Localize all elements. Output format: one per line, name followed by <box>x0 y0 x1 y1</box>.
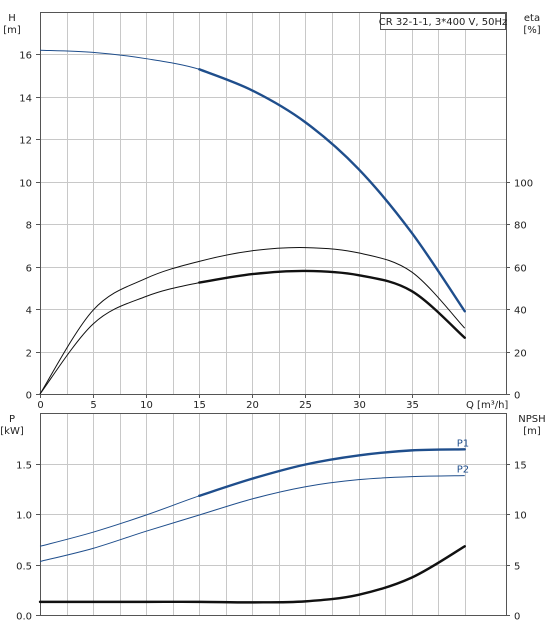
left-tick-label: 0.5 <box>16 562 32 573</box>
p2-curve <box>39 475 465 562</box>
power-npsh-panel: 0.0 0.5 1.0 1.5 0 5 10 15 P[kW] NPSH[m] P1 P2 <box>0 413 546 623</box>
pump-info-box <box>380 13 506 30</box>
left-tick-label: 4 <box>26 306 32 317</box>
left-tick-label: 8 <box>26 221 32 232</box>
x-tick-label: 15 <box>193 400 206 411</box>
series-label-p1: P1 <box>457 438 469 449</box>
x-tick-label: 0 <box>37 400 43 411</box>
left-tick-label: 14 <box>19 94 32 105</box>
series-label-p2: P2 <box>457 465 469 476</box>
x-tick-label: 30 <box>353 400 366 411</box>
right-tick-label: 15 <box>514 461 527 472</box>
right-tick-label: 40 <box>514 306 527 317</box>
left-axis-label: H <box>8 13 16 24</box>
x-tick-label: 10 <box>140 400 153 411</box>
x-tick-label: 35 <box>406 400 419 411</box>
plot-frame <box>40 12 507 395</box>
pump-info-text: CR 32-1-1, 3*400 V, 50Hz <box>379 17 507 28</box>
series-2-curve <box>39 247 466 395</box>
series-3-operating-range <box>38 545 466 604</box>
right-tick-label: 20 <box>514 349 527 360</box>
right-axis-unit: [%] <box>523 25 540 36</box>
left-tick-label: 0 <box>26 391 32 402</box>
right-tick-label: 80 <box>514 221 527 232</box>
left-tick-label: 2 <box>26 349 32 360</box>
left-axis-unit: [m] <box>3 25 21 36</box>
left-tick-label: 10 <box>19 179 32 190</box>
left-tick-label: 16 <box>19 51 32 62</box>
right-tick-label: 100 <box>514 179 533 190</box>
left-tick-label: 12 <box>19 136 32 147</box>
series-3-operating-range <box>198 269 466 339</box>
right-tick-label: 0 <box>514 612 520 623</box>
left-tick-label: 0.0 <box>16 612 32 623</box>
head-efficiency-panel: 0 2 4 6 8 10 12 14 16 0 20 40 60 80 100 0 5 10 15 20 25 30 35 Q… <box>3 12 541 411</box>
x-tick-label: 5 <box>90 400 96 411</box>
x-tick-label: 25 <box>299 400 312 411</box>
right-tick-label: 60 <box>514 264 527 275</box>
right-axis-unit: [m] <box>523 426 541 437</box>
x-axis-label: Q [m³/h] <box>466 400 508 411</box>
p1-operating-range <box>198 448 466 498</box>
left-tick-label: 1.5 <box>16 461 32 472</box>
left-axis-unit: [kW] <box>0 426 24 437</box>
right-axis-label: eta <box>524 13 540 24</box>
right-axis-label: NPSH <box>518 414 545 425</box>
right-tick-label: 5 <box>514 562 520 573</box>
left-tick-label: 6 <box>26 264 32 275</box>
right-tick-label: 0 <box>514 391 520 402</box>
left-tick-label: 1.0 <box>16 511 32 522</box>
x-tick-label: 20 <box>246 400 259 411</box>
series-1-operating-range <box>198 68 466 313</box>
right-tick-label: 10 <box>514 511 527 522</box>
left-axis-label: P <box>9 414 15 425</box>
